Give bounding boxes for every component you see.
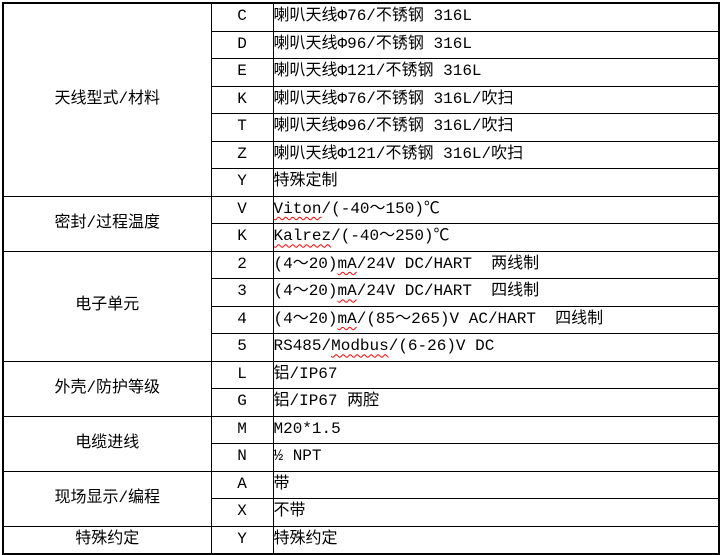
code-cell: G <box>210 388 274 417</box>
description-cell: 喇叭天线Φ121/不锈钢 316L/吹扫 <box>272 140 720 169</box>
description-cell: (4～20)mA/(85～265)V AC/HART 四线制 <box>272 305 720 334</box>
table-row: 电子单元 2 (4～20)mA/24V DC/HART 两线制 <box>2 250 720 362</box>
description-cell: Viton/(-40～150)℃ <box>272 195 720 224</box>
table-row: 天线型式/材料 C 喇叭天线Φ76/不锈钢 316L <box>2 2 720 197</box>
code-cell: A <box>210 470 274 499</box>
table-row: K Kalrez/(-40～250)℃ <box>3 223 720 252</box>
description-cell: 特殊定制 <box>272 168 720 197</box>
code-cell: D <box>210 30 274 59</box>
code-cell: V <box>210 195 274 224</box>
description-cell: M20*1.5 <box>272 415 720 444</box>
table-row: Z 喇叭天线Φ121/不锈钢 316L/吹扫 <box>3 140 720 169</box>
code-cell: 3 <box>210 278 274 307</box>
description-cell: RS485/Modbus/(6-26)V DC <box>272 333 720 362</box>
table-row: 特殊约定 Y 特殊约定 <box>2 525 720 555</box>
category-cell: 特殊约定 <box>2 525 212 555</box>
code-cell: L <box>210 360 274 389</box>
code-cell: Y <box>210 525 274 555</box>
code-cell: K <box>210 85 274 114</box>
description-cell: 带 <box>272 470 720 499</box>
code-cell: Y <box>210 168 274 197</box>
table-row: 密封/过程温度 V Viton/(-40～150)℃ <box>2 195 720 252</box>
description-cell: ½ NPT <box>272 443 720 472</box>
code-cell: N <box>210 443 274 472</box>
description-cell: 铝/IP67 <box>272 360 720 389</box>
category-cell: 外壳/防护等级 <box>2 360 212 417</box>
table-row: 现场显示/编程 A 带 <box>2 470 720 527</box>
description-cell: (4～20)mA/24V DC/HART 四线制 <box>272 278 720 307</box>
description-cell: 不带 <box>272 498 720 527</box>
description-cell: Kalrez/(-40～250)℃ <box>272 223 720 252</box>
description-cell: 喇叭天线Φ96/不锈钢 316L/吹扫 <box>272 113 720 142</box>
table-row: 3 (4～20)mA/24V DC/HART 四线制 <box>3 278 720 307</box>
table-row: X 不带 <box>3 498 720 527</box>
misspelled-word: mA <box>337 309 357 328</box>
table-row: Y 特殊定制 <box>3 168 720 197</box>
description-cell: 喇叭天线Φ76/不锈钢 316L/吹扫 <box>272 85 720 114</box>
category-cell: 天线型式/材料 <box>2 2 212 197</box>
category-cell: 现场显示/编程 <box>2 470 212 527</box>
code-cell: 4 <box>210 305 274 334</box>
description-cell: 喇叭天线Φ96/不锈钢 316L <box>272 30 720 59</box>
table-row: 5 RS485/Modbus/(6-26)V DC <box>3 333 720 362</box>
table-row: E 喇叭天线Φ121/不锈钢 316L <box>3 58 720 87</box>
description-cell: 喇叭天线Φ76/不锈钢 316L <box>272 2 720 32</box>
category-cell: 电缆进线 <box>2 415 212 472</box>
table-row: T 喇叭天线Φ96/不锈钢 316L/吹扫 <box>3 113 720 142</box>
description-cell: (4～20)mA/24V DC/HART 两线制 <box>272 250 720 279</box>
misspelled-word: Kalrez <box>273 227 332 246</box>
misspelled-word: Modbus <box>331 337 389 356</box>
code-cell: K <box>210 223 274 252</box>
code-cell: 5 <box>210 333 274 362</box>
code-cell: C <box>210 2 274 32</box>
category-cell: 电子单元 <box>2 250 212 362</box>
description-cell: 特殊约定 <box>272 525 720 555</box>
code-cell: Z <box>210 140 274 169</box>
table-row: 电缆进线 M M20*1.5 <box>2 415 720 472</box>
description-cell: 铝/IP67 两腔 <box>272 388 720 417</box>
category-cell: 密封/过程温度 <box>2 195 212 252</box>
description-cell: 喇叭天线Φ121/不锈钢 316L <box>272 58 720 87</box>
table-row: 外壳/防护等级 L 铝/IP67 <box>2 360 720 417</box>
code-cell: T <box>210 113 274 142</box>
misspelled-word: Viton <box>273 199 322 218</box>
code-cell: 2 <box>210 250 274 279</box>
misspelled-word: mA <box>337 254 357 273</box>
code-cell: X <box>210 498 274 527</box>
misspelled-word: mA <box>337 282 357 301</box>
code-cell: M <box>210 415 274 444</box>
table-row: 4 (4～20)mA/(85～265)V AC/HART 四线制 <box>3 305 720 334</box>
code-cell: E <box>210 58 274 87</box>
